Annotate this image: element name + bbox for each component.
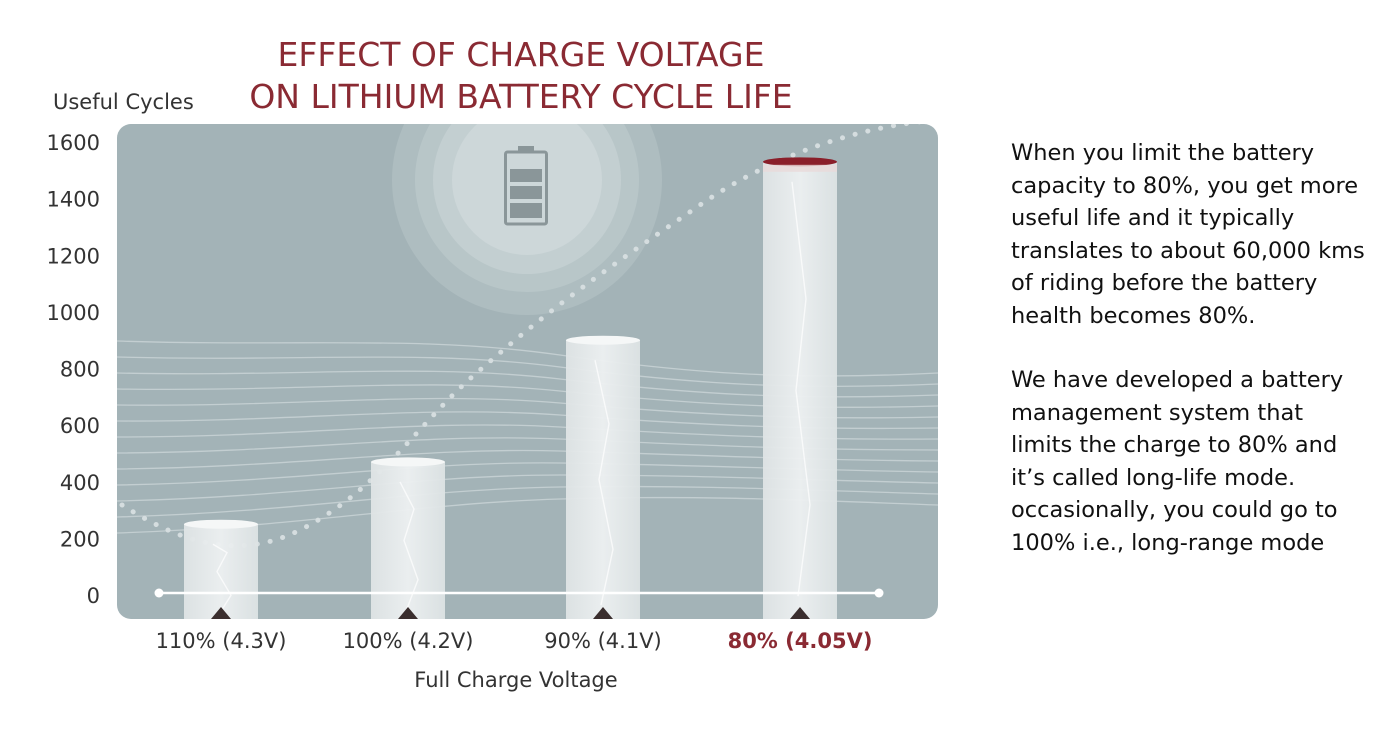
bar-4 <box>763 157 837 619</box>
side-paragraph-2: We have developed a battery management s… <box>1011 367 1344 556</box>
bar-body <box>184 524 258 619</box>
bar-body <box>566 340 640 619</box>
battery-icon <box>504 146 548 226</box>
bar-cap <box>763 157 837 167</box>
side-paragraph-1: When you limit the battery capacity to 8… <box>1011 140 1365 329</box>
bar-3 <box>566 335 640 619</box>
x-baseline <box>154 588 884 598</box>
y-tick-label: 1600 <box>47 131 100 155</box>
bar-1 <box>184 519 258 619</box>
bar-streak <box>791 181 811 597</box>
bar-body <box>763 161 837 619</box>
x-categories: 110% (4.3V) 100% (4.2V) 90% (4.1V) 80% (4.0… <box>156 607 873 653</box>
side-description: When you limit the battery capacity to 8… <box>1011 137 1386 591</box>
x-tick-label: 100% (4.2V) <box>343 629 474 653</box>
x-tick-marker <box>593 607 613 619</box>
bar-streak <box>594 360 614 606</box>
y-axis-label: Useful Cycles <box>53 90 194 114</box>
y-tick-label: 0 <box>87 584 100 608</box>
x-tick-marker <box>398 607 418 619</box>
y-tick-label: 400 <box>60 471 100 495</box>
y-tick-label: 1400 <box>47 188 100 212</box>
y-ticks: 0 200 400 600 800 1000 1200 1400 1600 <box>47 131 100 608</box>
bar-cap <box>566 335 640 345</box>
y-tick-label: 600 <box>60 414 100 438</box>
x-tick-marker <box>211 607 231 619</box>
x-tick-label: 80% (4.05V) <box>728 629 873 653</box>
chart-title-line-2: ON LITHIUM BATTERY CYCLE LIFE <box>249 77 792 116</box>
x-tick-marker <box>790 607 810 619</box>
bar-cap <box>184 519 258 529</box>
x-axis-label: Full Charge Voltage <box>414 668 617 692</box>
y-tick-label: 1000 <box>47 301 100 325</box>
x-tick-label: 110% (4.3V) <box>156 629 287 653</box>
y-tick-label: 200 <box>60 527 100 551</box>
bar-body <box>371 461 445 619</box>
x-tick-label: 90% (4.1V) <box>544 629 662 653</box>
bar-cap <box>371 457 445 467</box>
bar-streak <box>399 481 419 612</box>
bar-2 <box>371 457 445 619</box>
chart-title-line-1: EFFECT OF CHARGE VOLTAGE <box>278 35 765 74</box>
y-tick-label: 1200 <box>47 244 100 268</box>
bars <box>184 157 837 619</box>
plot-panel <box>117 124 938 619</box>
bar-streak <box>212 543 232 615</box>
y-tick-label: 800 <box>60 358 100 382</box>
bar-cap-ring <box>763 164 837 172</box>
